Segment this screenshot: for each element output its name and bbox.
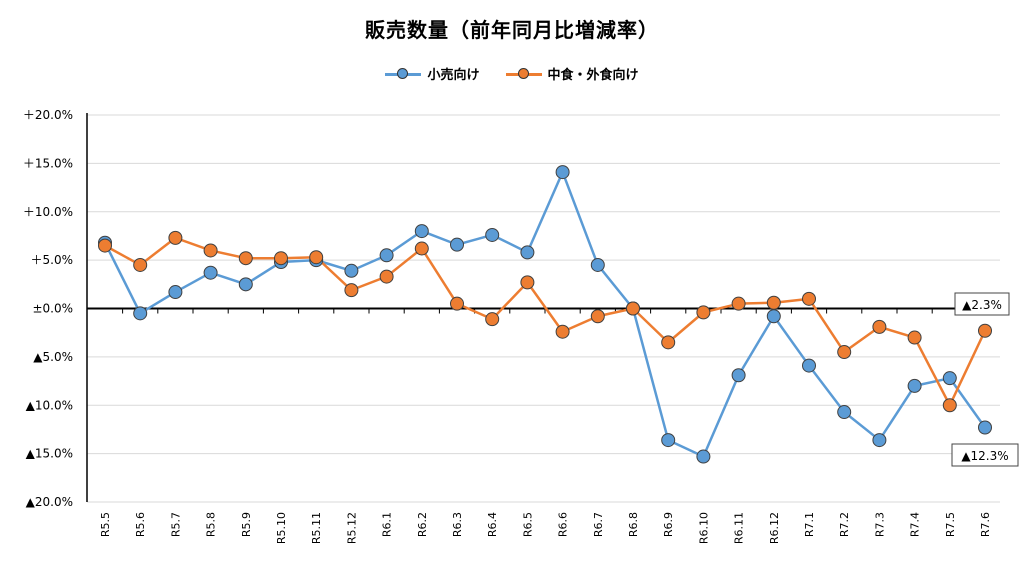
x-tick-label: R7.6 bbox=[979, 512, 992, 537]
y-tick-label: ＋10.0% bbox=[23, 205, 73, 219]
x-tick-label: R5.9 bbox=[240, 512, 253, 537]
legend-item-retail: 小売向け bbox=[385, 64, 480, 83]
data-point-foodservice bbox=[98, 238, 112, 253]
y-tick-label: ▲15.0% bbox=[26, 447, 73, 461]
data-point-foodservice bbox=[837, 345, 852, 360]
x-tick-label: R5.7 bbox=[169, 512, 182, 537]
x-tick-label: R5.6 bbox=[134, 512, 147, 537]
data-point-foodservice bbox=[344, 283, 359, 298]
x-tick-label: R7.1 bbox=[803, 512, 816, 537]
y-tick-label: ＋5.0% bbox=[31, 253, 74, 267]
data-point-foodservice bbox=[590, 309, 605, 324]
x-tick-label: R6.7 bbox=[592, 512, 605, 537]
data-point-foodservice bbox=[520, 275, 535, 290]
data-point-retail bbox=[837, 405, 852, 420]
x-tick-label: R7.4 bbox=[909, 512, 922, 537]
x-tick-label: R5.8 bbox=[205, 512, 218, 537]
data-point-foodservice bbox=[168, 230, 183, 245]
data-point-foodservice bbox=[626, 301, 640, 316]
data-point-foodservice bbox=[309, 250, 324, 265]
x-tick-label: R6.12 bbox=[768, 512, 781, 544]
x-tick-label: R6.2 bbox=[416, 512, 429, 537]
data-point-foodservice bbox=[942, 398, 957, 413]
x-tick-label: R6.5 bbox=[521, 512, 534, 537]
data-point-foodservice bbox=[133, 257, 148, 272]
data-point-foodservice bbox=[555, 324, 570, 339]
x-tick-label: R6.4 bbox=[486, 512, 499, 537]
data-point-foodservice bbox=[872, 319, 887, 334]
x-tick-label: R5.5 bbox=[99, 512, 112, 537]
data-point-retail bbox=[766, 309, 781, 324]
legend-swatch-foodservice bbox=[505, 67, 542, 80]
data-point-retail bbox=[872, 433, 887, 448]
x-tick-label: R6.8 bbox=[627, 512, 640, 537]
callout-label-0: ▲2.3% bbox=[962, 298, 1002, 312]
callout-label-1: ▲12.3% bbox=[961, 449, 1008, 463]
data-point-retail bbox=[661, 433, 676, 448]
y-tick-label: ▲5.0% bbox=[33, 350, 73, 364]
x-tick-label: R6.9 bbox=[662, 512, 675, 537]
data-point-foodservice bbox=[379, 269, 394, 284]
data-point-foodservice bbox=[414, 241, 429, 256]
data-point-foodservice bbox=[203, 243, 218, 258]
data-point-retail bbox=[133, 306, 148, 321]
data-point-retail bbox=[379, 248, 394, 263]
x-tick-label: R7.5 bbox=[944, 512, 957, 537]
data-point-retail bbox=[520, 245, 535, 260]
data-point-foodservice bbox=[696, 305, 711, 320]
x-tick-label: R6.6 bbox=[557, 512, 570, 537]
series-line-foodservice bbox=[104, 236, 987, 407]
legend-swatch-retail bbox=[385, 67, 422, 80]
data-point-retail bbox=[907, 378, 922, 393]
data-point-foodservice bbox=[274, 251, 288, 266]
data-point-retail bbox=[414, 224, 429, 239]
data-point-retail bbox=[555, 165, 570, 180]
y-tick-label: ＋15.0% bbox=[23, 156, 73, 170]
data-point-retail bbox=[485, 227, 500, 242]
legend-item-foodservice: 中食・外食向け bbox=[505, 64, 639, 83]
chart-title: 販売数量（前年同月比増減率） bbox=[365, 18, 659, 42]
data-point-foodservice bbox=[485, 312, 500, 327]
data-point-retail bbox=[696, 449, 711, 464]
x-tick-label: R7.2 bbox=[838, 512, 851, 537]
data-point-foodservice bbox=[978, 323, 992, 338]
x-tick-label: R6.3 bbox=[451, 512, 464, 537]
data-point-retail bbox=[168, 285, 183, 300]
x-tick-label: R6.11 bbox=[733, 512, 746, 544]
data-point-retail bbox=[978, 420, 992, 435]
x-tick-label: R6.1 bbox=[381, 512, 394, 537]
data-point-retail bbox=[802, 358, 816, 373]
x-tick-label: R5.12 bbox=[345, 512, 358, 544]
legend-label-foodservice: 中食・外食向け bbox=[547, 68, 639, 83]
data-point-retail bbox=[238, 277, 253, 292]
data-point-retail bbox=[344, 263, 359, 278]
callout-box-0 bbox=[954, 292, 1010, 316]
legend: 小売向け 中食・外食向け bbox=[0, 64, 1024, 83]
y-tick-label: ▲20.0% bbox=[26, 495, 73, 509]
data-point-foodservice bbox=[907, 330, 922, 345]
legend-label-retail: 小売向け bbox=[427, 68, 480, 83]
x-tick-label: R7.3 bbox=[873, 512, 886, 537]
data-point-foodservice bbox=[238, 251, 253, 266]
x-tick-label: R6.10 bbox=[697, 512, 710, 544]
data-point-foodservice bbox=[731, 296, 746, 311]
y-tick-label: ▲10.0% bbox=[26, 398, 73, 412]
data-point-foodservice bbox=[450, 296, 464, 311]
x-tick-label: R5.11 bbox=[310, 512, 323, 544]
x-tick-label: R5.10 bbox=[275, 512, 288, 544]
data-point-foodservice bbox=[661, 335, 676, 350]
data-point-foodservice bbox=[766, 295, 781, 310]
y-tick-label: ±0.0% bbox=[32, 302, 73, 316]
data-point-retail bbox=[203, 265, 218, 280]
y-tick-label: ＋20.0% bbox=[23, 108, 73, 122]
series-line-retail bbox=[103, 170, 987, 458]
data-point-retail bbox=[731, 368, 746, 383]
callout-box-1 bbox=[951, 443, 1019, 467]
data-point-retail bbox=[590, 257, 605, 272]
data-point-retail bbox=[450, 237, 464, 252]
data-point-retail bbox=[942, 371, 957, 386]
data-point-foodservice bbox=[802, 291, 816, 306]
